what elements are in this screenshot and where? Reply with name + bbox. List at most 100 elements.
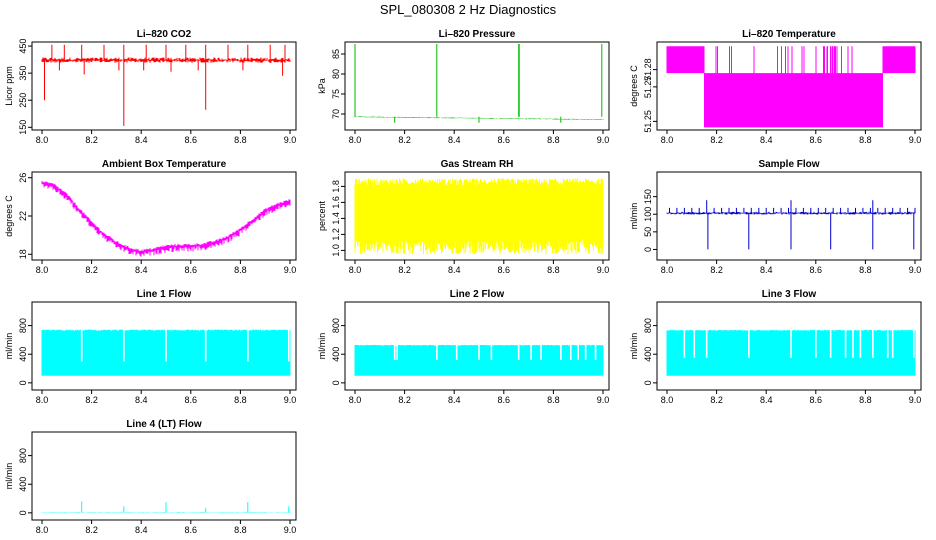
chart-panel-10: Line 4 (LT) Flow 8.0 8.2 8.4 8.6 8.8 9.0 0 400 80…: [4, 419, 297, 535]
y-tick-label: 450: [18, 39, 28, 54]
plot-frame: [31, 431, 297, 521]
chart-panel-6: Sample Flow 8.0 8.2 8.4 8.6 8.8 9.0 0 50 100 150 ml…: [629, 159, 922, 275]
y-tick-label: 0: [18, 510, 28, 515]
x-tick-label: 8.8: [234, 395, 247, 405]
y-tick-label: 800: [18, 448, 28, 463]
chart-panel-4: Ambient Box Temperature 8.0 8.2 8.4 8.6 8.8 9.…: [4, 159, 297, 275]
y-axis-label: percent: [317, 200, 327, 231]
x-tick-label: 8.0: [349, 135, 362, 145]
chart-panel-3: Li–820 Temperature 8.0 8.2 8.4 8.6 8.8 9.0 51.2…: [629, 29, 922, 145]
x-tick-label: 8.2: [710, 395, 723, 405]
series-gap: [859, 329, 862, 358]
x-tick-label: 8.8: [234, 525, 247, 535]
x-tick-label: 9.0: [597, 135, 610, 145]
series-gap: [815, 329, 817, 358]
y-tick-label: 1.4: [331, 212, 341, 225]
y-tick-label: 75: [331, 89, 341, 99]
x-tick-label: 8.2: [85, 395, 98, 405]
series-gap: [886, 329, 889, 358]
series-line-line2: [354, 344, 604, 376]
plot-frame: [31, 41, 297, 131]
x-tick-label: 8.4: [135, 265, 148, 275]
panel-title: Ambient Box Temperature: [102, 159, 227, 170]
x-tick-label: 8.0: [36, 395, 49, 405]
y-tick-label: 51.27: [643, 76, 653, 99]
x-tick-label: 8.6: [498, 135, 511, 145]
x-tick-label: 8.6: [185, 395, 198, 405]
x-tick-label: 8.2: [398, 265, 411, 275]
series-line-rh: [354, 178, 604, 255]
series-gap: [872, 329, 874, 358]
y-axis-label: ml/min: [629, 203, 639, 230]
x-tick-label: 8.8: [234, 135, 247, 145]
chart-panel-7: Line 1 Flow 8.0 8.2 8.4 8.6 8.8 9.0 0 400 800 ml/m…: [4, 289, 297, 405]
panel-title: Line 1 Flow: [137, 289, 192, 300]
y-tick-label: 400: [18, 347, 28, 362]
series-gap: [393, 344, 396, 360]
series-gap: [693, 329, 696, 358]
y-tick-label: 400: [331, 347, 341, 362]
y-tick-label: 1.8: [331, 180, 341, 193]
series-gap: [247, 329, 249, 362]
panel-title: Line 3 Flow: [762, 289, 817, 300]
y-tick-label: 150: [643, 189, 653, 204]
plot-frame: [344, 301, 610, 391]
plot-frame: [656, 301, 922, 391]
panel-title: Line 4 (LT) Flow: [126, 419, 202, 430]
x-tick-label: 8.8: [547, 135, 560, 145]
y-tick-label: 400: [18, 477, 28, 492]
y-axis-label: ml/min: [317, 333, 327, 360]
x-tick-label: 8.2: [85, 135, 98, 145]
x-tick-label: 8.2: [398, 135, 411, 145]
x-tick-label: 9.0: [909, 395, 922, 405]
panel-title: Li–820 Temperature: [742, 29, 836, 40]
series-gap: [683, 329, 686, 358]
x-tick-label: 9.0: [284, 395, 297, 405]
y-tick-label: 1.0: [331, 244, 341, 257]
series-line-sample: [666, 200, 916, 250]
series-gap: [80, 329, 83, 362]
y-tick-label: 250: [18, 93, 28, 108]
chart-panel-1: Li–820 CO2 8.0 8.2 8.4 8.6 8.8 9.0 150 250 350 450…: [4, 29, 297, 145]
plot-frame: [31, 301, 297, 391]
chart-panel-5: Gas Stream RH 8.0 8.2 8.4 8.6 8.8 9.0 1.0 1.2 1.4…: [317, 159, 610, 275]
y-axis-label: ml/min: [4, 463, 14, 490]
x-tick-label: 8.6: [810, 395, 823, 405]
y-tick-label: 800: [331, 318, 341, 333]
series-gap: [891, 329, 894, 358]
x-tick-label: 8.6: [185, 265, 198, 275]
x-tick-label: 8.4: [448, 265, 461, 275]
series-gap: [436, 344, 438, 360]
series-line-co2: [41, 44, 291, 126]
y-axis-label: degrees C: [629, 65, 639, 107]
plot-frame: [656, 171, 922, 261]
x-tick-label: 9.0: [284, 525, 297, 535]
series-gap: [478, 344, 480, 360]
y-tick-label: 350: [18, 66, 28, 81]
series-gap: [540, 344, 542, 360]
x-tick-label: 8.4: [135, 525, 148, 535]
x-tick-label: 8.6: [498, 395, 511, 405]
x-tick-label: 8.2: [710, 135, 723, 145]
y-tick-label: 0: [643, 247, 653, 252]
chart-panel-9: Line 3 Flow 8.0 8.2 8.4 8.6 8.8 9.0 0 400 800 ml/m…: [629, 289, 922, 405]
series-line-ambient: [41, 180, 291, 257]
series-line-temperature: [666, 46, 916, 128]
x-tick-label: 8.6: [810, 135, 823, 145]
series-gap: [517, 344, 520, 360]
series-gap: [705, 329, 708, 358]
series-gap: [577, 344, 579, 360]
x-tick-label: 8.2: [85, 525, 98, 535]
x-tick-label: 9.0: [597, 395, 610, 405]
plot-frame: [656, 41, 922, 131]
y-axis-label: ml/min: [629, 333, 639, 360]
y-axis-label: ml/min: [4, 333, 14, 360]
x-tick-label: 8.6: [185, 525, 198, 535]
series-gap: [584, 344, 587, 360]
x-tick-label: 8.6: [498, 265, 511, 275]
y-tick-label: 800: [643, 318, 653, 333]
x-tick-label: 8.2: [85, 265, 98, 275]
y-tick-label: 80: [331, 69, 341, 79]
x-tick-label: 8.4: [760, 135, 773, 145]
